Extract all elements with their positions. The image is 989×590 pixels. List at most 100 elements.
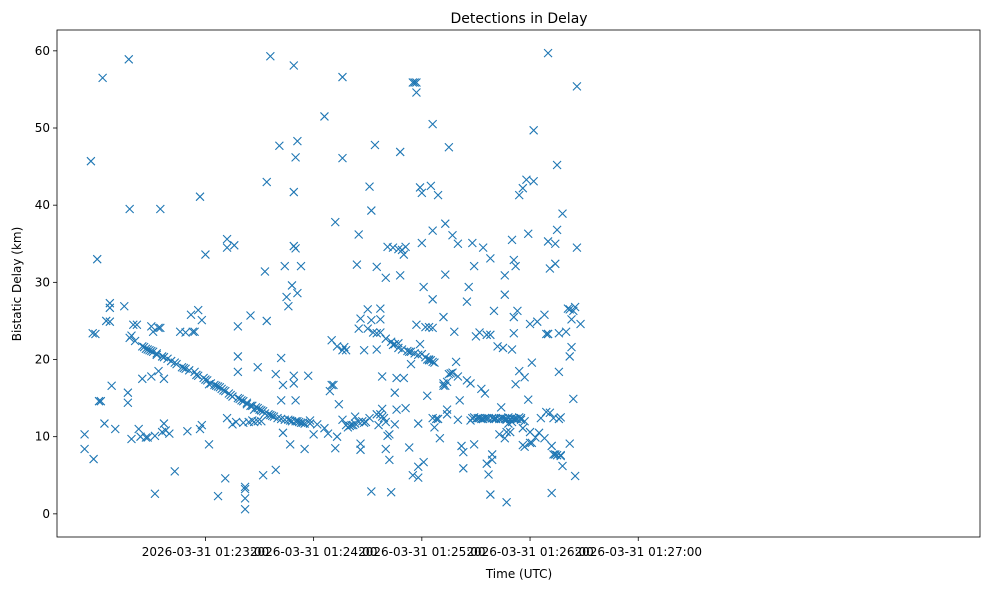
- detection-marker-453: [552, 450, 562, 460]
- detection-marker-82: [201, 375, 210, 384]
- detection-marker-65: [179, 363, 189, 373]
- detection-marker-224: [363, 324, 373, 334]
- detection-marker-171: [291, 396, 300, 405]
- detection-marker-145: [271, 465, 281, 475]
- detection-marker-343: [466, 379, 475, 388]
- detection-marker-317: [439, 312, 448, 322]
- detection-marker-230: [368, 328, 378, 337]
- detection-marker-417: [520, 416, 530, 426]
- detection-marker-70: [186, 310, 196, 320]
- detection-marker-128: [253, 416, 263, 426]
- detection-marker-72: [190, 327, 199, 337]
- detection-marker-338: [458, 447, 468, 457]
- detection-marker-322: [440, 270, 450, 280]
- detection-marker-383: [498, 343, 508, 353]
- detection-marker-156: [282, 292, 291, 302]
- detection-marker-116: [240, 504, 250, 514]
- detection-marker-294: [419, 282, 429, 292]
- detection-marker-248: [381, 273, 391, 283]
- x-tick-label-3: 2026-03-31 01:26:00: [466, 545, 593, 559]
- detection-marker-430: [531, 433, 540, 442]
- detection-marker-148: [274, 141, 284, 151]
- detection-marker-168: [291, 243, 300, 253]
- detection-marker-207: [345, 421, 355, 431]
- detection-marker-160: [285, 440, 295, 449]
- detection-marker-360: [480, 413, 490, 423]
- detection-marker-218: [356, 439, 365, 449]
- detection-marker-183: [305, 419, 315, 428]
- detection-marker-437: [541, 329, 551, 339]
- detection-marker-75: [193, 305, 203, 315]
- detection-marker-445: [547, 488, 557, 498]
- detection-marker-349: [469, 440, 479, 449]
- y-tick-label-2: 20: [35, 353, 50, 367]
- detection-marker-234: [372, 262, 382, 272]
- detection-marker-365: [484, 470, 493, 479]
- detection-marker-68: [183, 426, 192, 436]
- detection-marker-464: [565, 439, 575, 449]
- detection-marker-271: [401, 403, 410, 413]
- detection-marker-155: [280, 261, 290, 271]
- detection-marker-42: [148, 327, 158, 337]
- detection-marker-167: [289, 379, 299, 388]
- detection-marker-258: [390, 388, 400, 398]
- detection-marker-371: [487, 450, 497, 459]
- detection-marker-280: [410, 78, 420, 87]
- detection-marker-34: [141, 433, 151, 442]
- detection-marker-225: [365, 413, 374, 423]
- detection-marker-340: [462, 297, 472, 307]
- detection-marker-122: [246, 311, 255, 320]
- detection-marker-236: [374, 420, 383, 430]
- detection-marker-452: [552, 225, 562, 235]
- detection-marker-0: [80, 429, 89, 439]
- detection-marker-274: [404, 347, 414, 357]
- detection-marker-231: [370, 140, 380, 150]
- detection-marker-252: [384, 429, 394, 439]
- detection-marker-314: [433, 414, 443, 424]
- detection-marker-77: [195, 192, 205, 202]
- detection-marker-4: [89, 454, 98, 464]
- detection-marker-288: [413, 462, 423, 472]
- detection-marker-304: [426, 181, 436, 191]
- detection-marker-461: [558, 461, 567, 471]
- detection-marker-94: [219, 385, 228, 395]
- detection-marker-416: [518, 183, 528, 193]
- y-tick-label-5: 50: [35, 121, 50, 135]
- detection-marker-337: [457, 441, 466, 451]
- detection-marker-76: [193, 371, 203, 381]
- detection-marker-85: [204, 440, 214, 449]
- detection-marker-43: [150, 489, 160, 499]
- detection-marker-387: [500, 271, 510, 280]
- detection-marker-150: [276, 353, 286, 363]
- detection-marker-342: [464, 282, 474, 292]
- detection-marker-368: [485, 490, 495, 499]
- detection-marker-339: [458, 463, 468, 473]
- detection-marker-359: [480, 389, 490, 398]
- detection-marker-332: [451, 357, 461, 367]
- detection-marker-448: [550, 239, 560, 249]
- detection-marker-19: [123, 388, 133, 398]
- detection-marker-107: [233, 352, 243, 361]
- detection-marker-266: [395, 271, 405, 280]
- detection-marker-467: [567, 314, 576, 324]
- detection-marker-223: [363, 304, 373, 314]
- detection-marker-104: [229, 240, 239, 250]
- detection-marker-6: [92, 254, 102, 264]
- detection-marker-295: [419, 457, 429, 467]
- detection-marker-10: [100, 419, 109, 428]
- detection-marker-99: [222, 243, 232, 253]
- detection-marker-18: [123, 398, 133, 408]
- detection-marker-460: [558, 209, 567, 219]
- detection-marker-315: [433, 190, 443, 200]
- detection-marker-115: [240, 494, 250, 503]
- detection-marker-261: [392, 373, 401, 383]
- detection-marker-326: [444, 142, 454, 152]
- detection-marker-197: [334, 399, 344, 409]
- detection-marker-296: [421, 322, 430, 332]
- detection-marker-229: [366, 315, 376, 325]
- detection-marker-306: [428, 357, 438, 367]
- detection-marker-215: [354, 324, 364, 334]
